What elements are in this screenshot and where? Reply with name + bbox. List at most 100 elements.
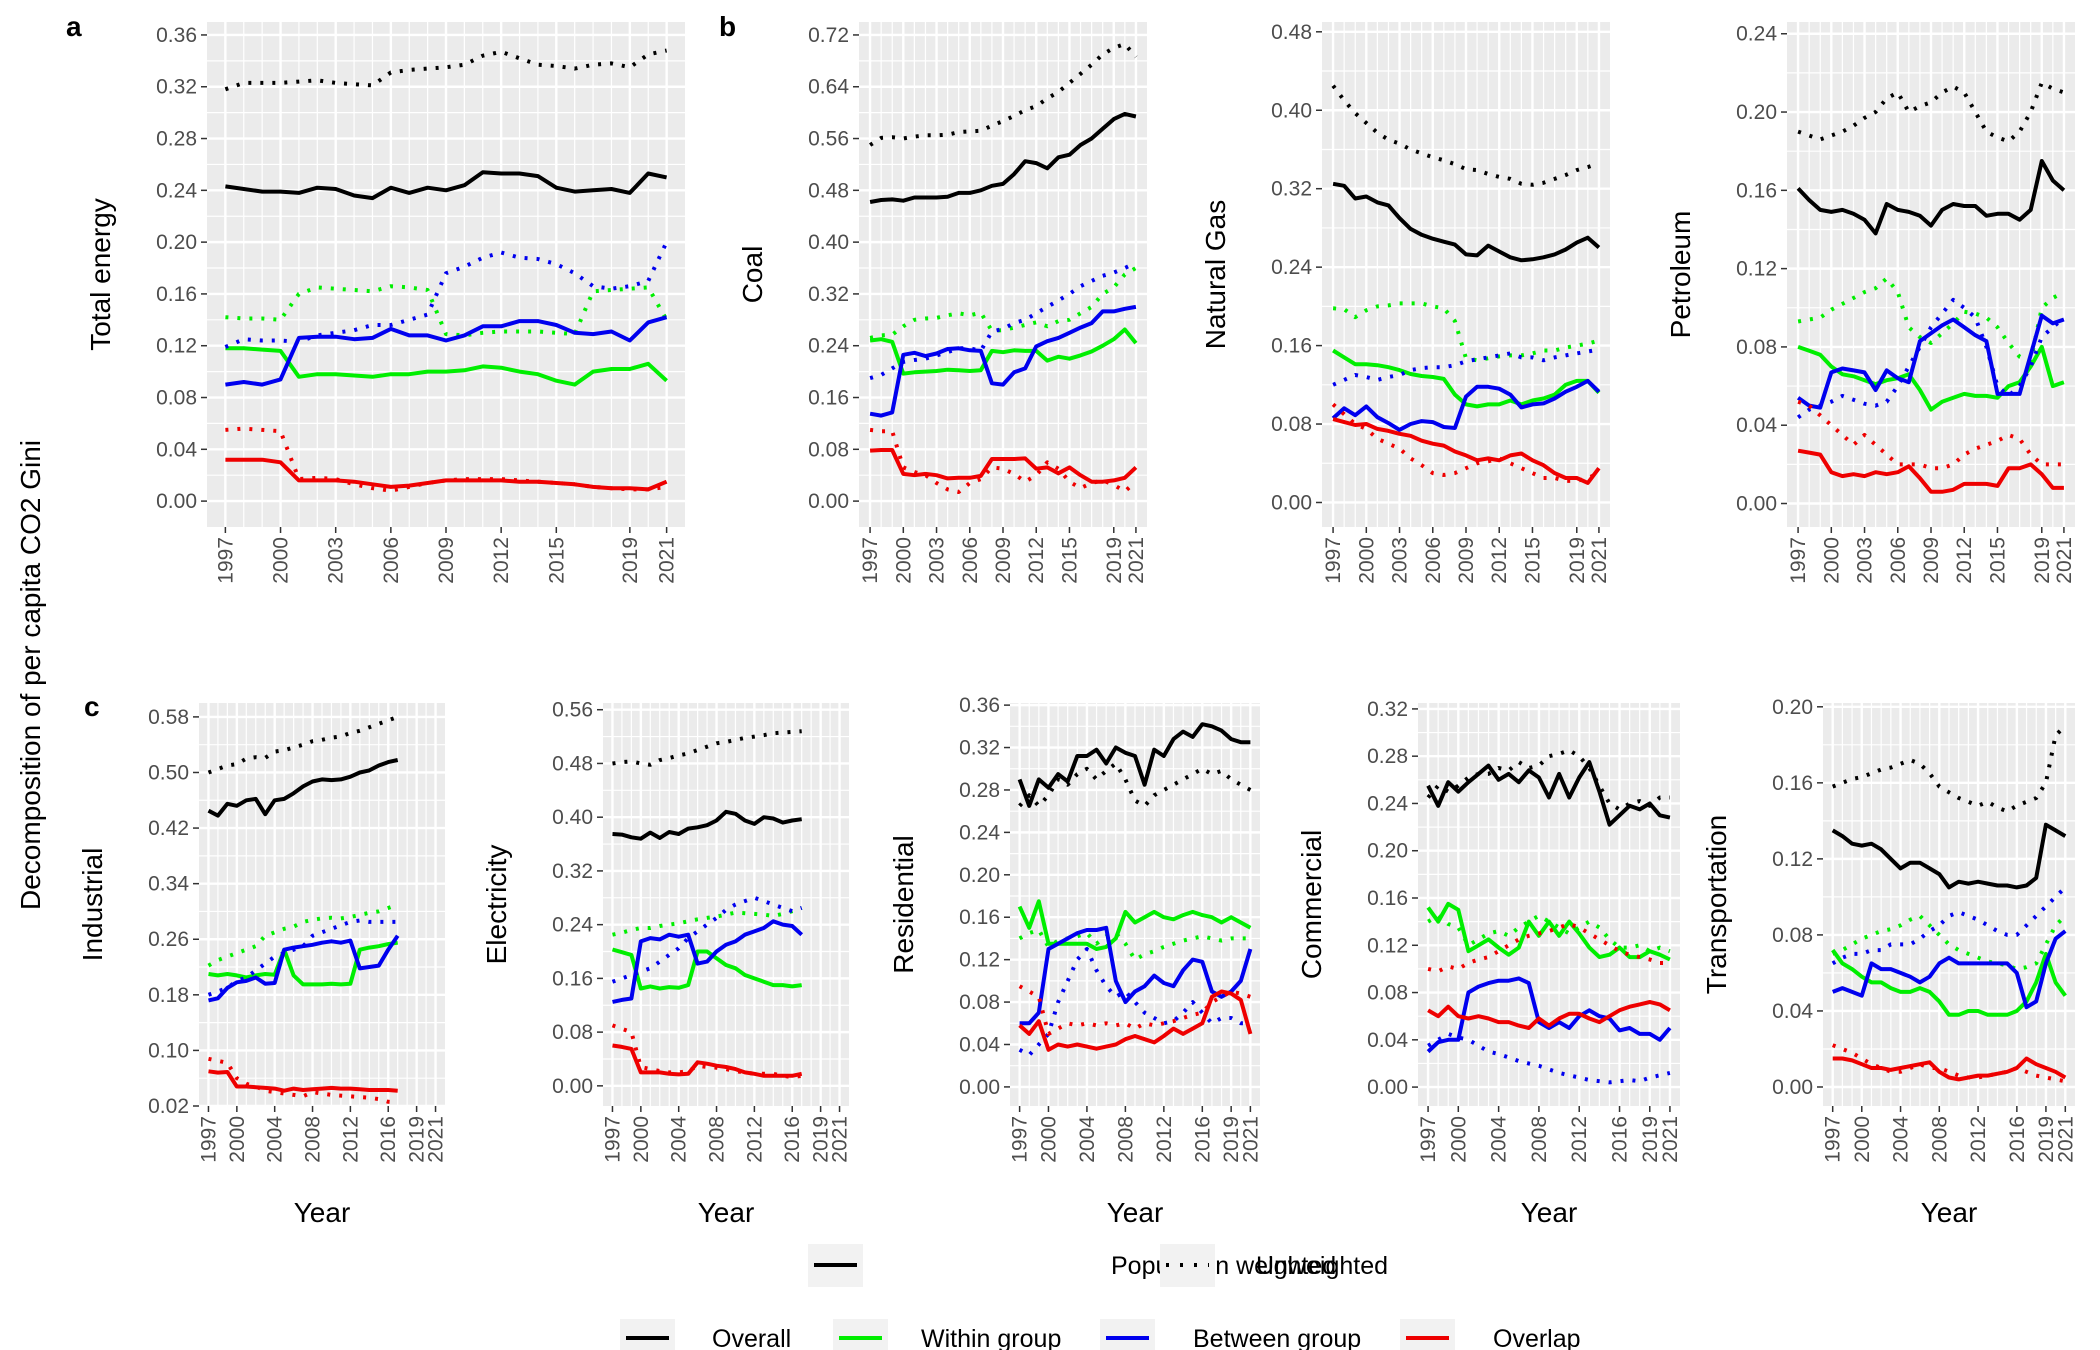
series-line-within-group-population-weighted — [1332, 348, 1601, 409]
x-tick-label: 2021 — [1125, 537, 1148, 584]
series-line-within-group-unweighted — [1831, 913, 2067, 972]
x-tick-label: 2012 — [1568, 1116, 1591, 1163]
x-tick-label: 2019 — [1220, 1116, 1243, 1163]
x-tick-label: 2012 — [490, 537, 513, 584]
panel-total-energy: 0.00 0.04 0.08 0.12 0.16 0.20 0.24 0.28 0.32 0.36… — [85, 22, 685, 584]
y-tick-label: 0.48 — [808, 179, 849, 202]
x-tick-label: 2009 — [992, 537, 1015, 584]
panel-petroleum: 0.00 0.04 0.08 0.12 0.16 0.20 0.24 1997 2000 2003… — [1665, 22, 2076, 584]
shared-y-axis-title: Decomposition of per capita CO2 Gini — [15, 440, 46, 910]
x-tick-label: 2012 — [1025, 537, 1048, 584]
series-line-overlap-population-weighted — [1332, 417, 1601, 485]
x-tick-label: 2021 — [1239, 1116, 1262, 1163]
y-tick-label: 0.32 — [156, 76, 197, 99]
y-tick-label: 0.20 — [959, 864, 1000, 887]
panel-letter-b: b — [719, 11, 736, 42]
y-tick-label: 0.32 — [552, 860, 593, 883]
y-axis-title: Electricity — [481, 845, 512, 965]
y-tick-label: 0.34 — [148, 873, 189, 896]
y-tick-label: 0.24 — [1367, 792, 1408, 815]
x-tick-label: 2012 — [339, 1116, 362, 1163]
y-tick-label: 0.32 — [959, 737, 1000, 760]
y-tick-label: 0.00 — [156, 490, 197, 513]
x-tick-label: 2016 — [1609, 1116, 1632, 1163]
y-tick-label: 0.24 — [959, 821, 1000, 844]
series-line-between-group-population-weighted — [612, 919, 804, 1004]
y-tick-label: 0.00 — [1772, 1076, 1813, 1099]
y-tick-label: 0.28 — [1367, 745, 1408, 768]
x-axis-title: Year — [1107, 1197, 1164, 1228]
series-line-between-group-population-weighted — [1019, 925, 1253, 1026]
x-tick-label: 2000 — [1447, 1116, 1470, 1163]
x-tick-label: 1997 — [1787, 537, 1810, 584]
y-tick-label: 0.12 — [1367, 934, 1408, 957]
series-line-overlap-unweighted — [1831, 1043, 2066, 1084]
x-tick-label: 1997 — [1322, 537, 1345, 584]
legend-label: Within group — [921, 1325, 1061, 1350]
y-tick-label: 0.50 — [148, 761, 189, 784]
x-tick-label: 2008 — [706, 1116, 729, 1163]
series-line-between-group-population-weighted — [1426, 976, 1672, 1054]
y-tick-label: 0.04 — [959, 1033, 1000, 1056]
y-tick-label: 0.18 — [148, 984, 189, 1007]
legend-item-within-group: Within group — [833, 1319, 1061, 1350]
legend-label: Population weighted — [1111, 1252, 1336, 1280]
panel-letter-c: c — [84, 691, 100, 722]
y-axis-title: Total energy — [85, 198, 116, 351]
x-tick-label: 2000 — [1037, 1116, 1060, 1163]
y-tick-label: 0.16 — [156, 283, 197, 306]
y-axis-title: Natural Gas — [1200, 200, 1231, 349]
x-tick-label: 2008 — [1114, 1116, 1137, 1163]
panel-residential: 0.00 0.04 0.08 0.12 0.16 0.20 0.24 0.28 0.32 0.36… — [888, 694, 1262, 1228]
y-tick-label: 0.42 — [148, 817, 189, 840]
y-tick-label: 0.16 — [1736, 179, 1777, 202]
x-axis-title: Year — [698, 1197, 755, 1228]
legend-item-population-weighted: Population weighted — [808, 1244, 1336, 1287]
y-tick-label: 0.08 — [808, 438, 849, 461]
x-tick-label: 2004 — [1890, 1116, 1913, 1163]
legend-label: Unweighted — [1256, 1252, 1388, 1280]
series-line-between-group-population-weighted — [208, 934, 400, 1003]
x-tick-label: 1997 — [214, 537, 237, 584]
y-axis-title: Industrial — [77, 848, 108, 962]
legend-key — [1100, 1319, 1155, 1350]
y-tick-label: 0.16 — [808, 387, 849, 410]
x-tick-label: 1997 — [1822, 1116, 1845, 1163]
x-tick-label: 2000 — [630, 1116, 653, 1163]
legend-key — [1160, 1244, 1215, 1287]
panel-letter-a: a — [66, 11, 82, 42]
x-tick-label: 2015 — [1521, 537, 1544, 584]
y-tick-label: 0.12 — [1772, 848, 1813, 871]
y-tick-label: 0.10 — [148, 1039, 189, 1062]
x-tick-label: 2021 — [656, 537, 679, 584]
series-line-overlap-population-weighted — [1797, 448, 2064, 494]
y-tick-label: 0.08 — [1271, 413, 1312, 436]
y-axis-title: Residential — [888, 835, 919, 974]
x-tick-label: 2009 — [1455, 537, 1478, 584]
x-tick-label: 2006 — [1887, 537, 1910, 584]
x-tick-label: 2000 — [1851, 1116, 1874, 1163]
x-tick-label: 2019 — [1566, 537, 1589, 584]
y-tick-label: 0.32 — [808, 283, 849, 306]
x-tick-label: 1997 — [1417, 1116, 1440, 1163]
y-tick-label: 0.24 — [552, 914, 593, 937]
x-tick-label: 2015 — [1058, 537, 1081, 584]
y-tick-label: 0.16 — [959, 906, 1000, 929]
x-tick-label: 2009 — [1920, 537, 1943, 584]
y-tick-label: 0.24 — [1271, 256, 1312, 279]
y-tick-label: 0.00 — [959, 1076, 1000, 1099]
x-tick-label: 2019 — [2035, 1116, 2058, 1163]
legend-label: Overall — [712, 1325, 791, 1350]
legend-item-between-group: Between group — [1100, 1319, 1361, 1350]
legend-key — [833, 1319, 888, 1350]
y-tick-label: 0.28 — [156, 128, 197, 151]
y-tick-label: 0.04 — [1772, 1000, 1813, 1023]
x-axis-title: Year — [294, 1197, 351, 1228]
series-line-between-group-population-weighted — [1831, 929, 2067, 1010]
y-tick-label: 0.56 — [552, 699, 593, 722]
series-line-overall-unweighted — [612, 729, 802, 767]
y-tick-label: 0.20 — [1736, 101, 1777, 124]
panel-grid: 0.00 0.04 0.08 0.12 0.16 0.20 0.24 0.28 0.32 0.36… — [77, 21, 2077, 1228]
